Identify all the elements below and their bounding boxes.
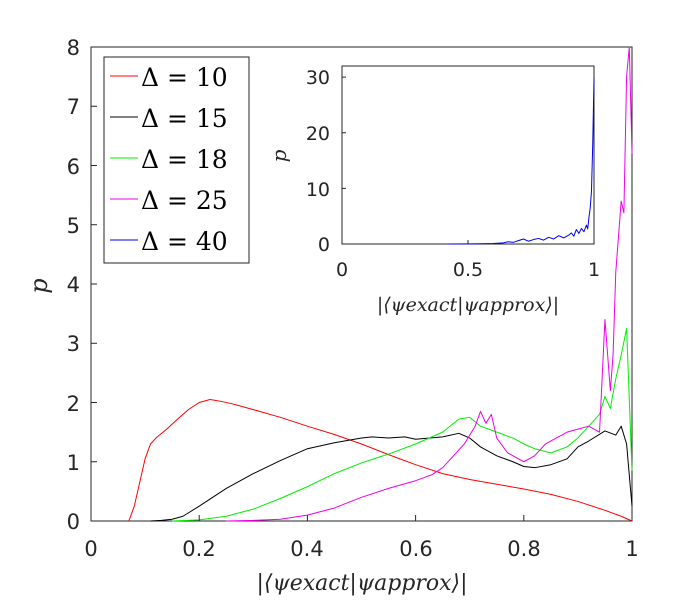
legend-entry: Δ = 18 [110, 145, 228, 174]
main-xtick-label: 0.8 [507, 537, 540, 561]
main-ytick-label: 6 [67, 155, 80, 179]
inset-xtick-label: 0.5 [453, 259, 483, 281]
legend-box [103, 56, 250, 264]
main-ytick-label: 1 [67, 451, 80, 475]
legend-label: Δ = 25 [141, 186, 228, 215]
legend-entry: Δ = 10 [110, 63, 228, 92]
legend: Δ = 10 Δ = 15 Δ = 18 Δ = 25 Δ = 40 [103, 56, 250, 264]
main-series-line [150, 425, 633, 522]
main-plot: 0 0.2 0.4 0.6 0.8 1 0 1 2 3 4 5 6 7 8 |⟨… [25, 36, 639, 596]
main-ytick-label: 0 [67, 510, 80, 534]
inset-plot: 0 0.5 1 0 10 20 30 |⟨ψexact|ψapprox⟩| p [267, 65, 600, 316]
inset-series-line [447, 77, 595, 245]
main-xtick-label: 0.6 [399, 537, 432, 561]
inset-ytick-label: 0 [318, 234, 330, 256]
inset-ytick-label: 30 [306, 67, 330, 89]
legend-label: Δ = 18 [141, 145, 228, 174]
main-xtick-label: 0.2 [182, 537, 215, 561]
main-ytick-label: 8 [67, 36, 80, 60]
inset-xlabel: |⟨ψexact|ψapprox⟩| [377, 294, 559, 316]
inset-xtick-label: 1 [588, 259, 600, 281]
main-ytick-label: 4 [67, 273, 80, 297]
legend-label: Δ = 40 [141, 227, 228, 256]
inset-ytick-label: 20 [306, 123, 330, 145]
main-ytick-label: 2 [67, 392, 80, 416]
legend-entry: Δ = 40 [110, 227, 228, 256]
main-xtick-label: 0.4 [290, 537, 323, 561]
inset-ylabel: p [267, 149, 291, 162]
main-series-line [172, 327, 633, 522]
main-xtick-label: 0 [84, 537, 97, 561]
main-ytick-label: 3 [67, 332, 80, 356]
main-ytick-label: 7 [67, 95, 80, 119]
main-series-line [128, 399, 633, 522]
main-ytick-label: 5 [67, 214, 80, 238]
main-xtick-label: 1 [625, 537, 638, 561]
legend-label: Δ = 10 [141, 63, 228, 92]
legend-entry: Δ = 25 [110, 186, 228, 215]
main-series-line [226, 46, 633, 522]
inset-ytick-label: 10 [306, 179, 330, 201]
legend-entry: Δ = 15 [110, 104, 228, 133]
inset-xtick-label: 0 [336, 259, 348, 281]
legend-label: Δ = 15 [141, 104, 228, 133]
main-xlabel: |⟨ψexact|ψapprox⟩| [256, 571, 467, 596]
main-ylabel: p [25, 278, 53, 293]
